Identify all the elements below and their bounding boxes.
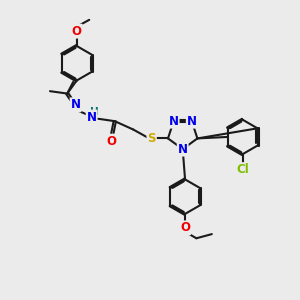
Text: S: S [147,132,156,145]
Text: H: H [90,107,99,117]
Text: N: N [70,98,81,111]
Text: Cl: Cl [236,163,249,176]
Text: O: O [180,221,190,234]
Text: O: O [72,25,82,38]
Text: N: N [169,115,178,128]
Text: N: N [178,142,188,156]
Text: O: O [107,135,117,148]
Text: N: N [187,115,197,128]
Text: N: N [87,110,97,124]
